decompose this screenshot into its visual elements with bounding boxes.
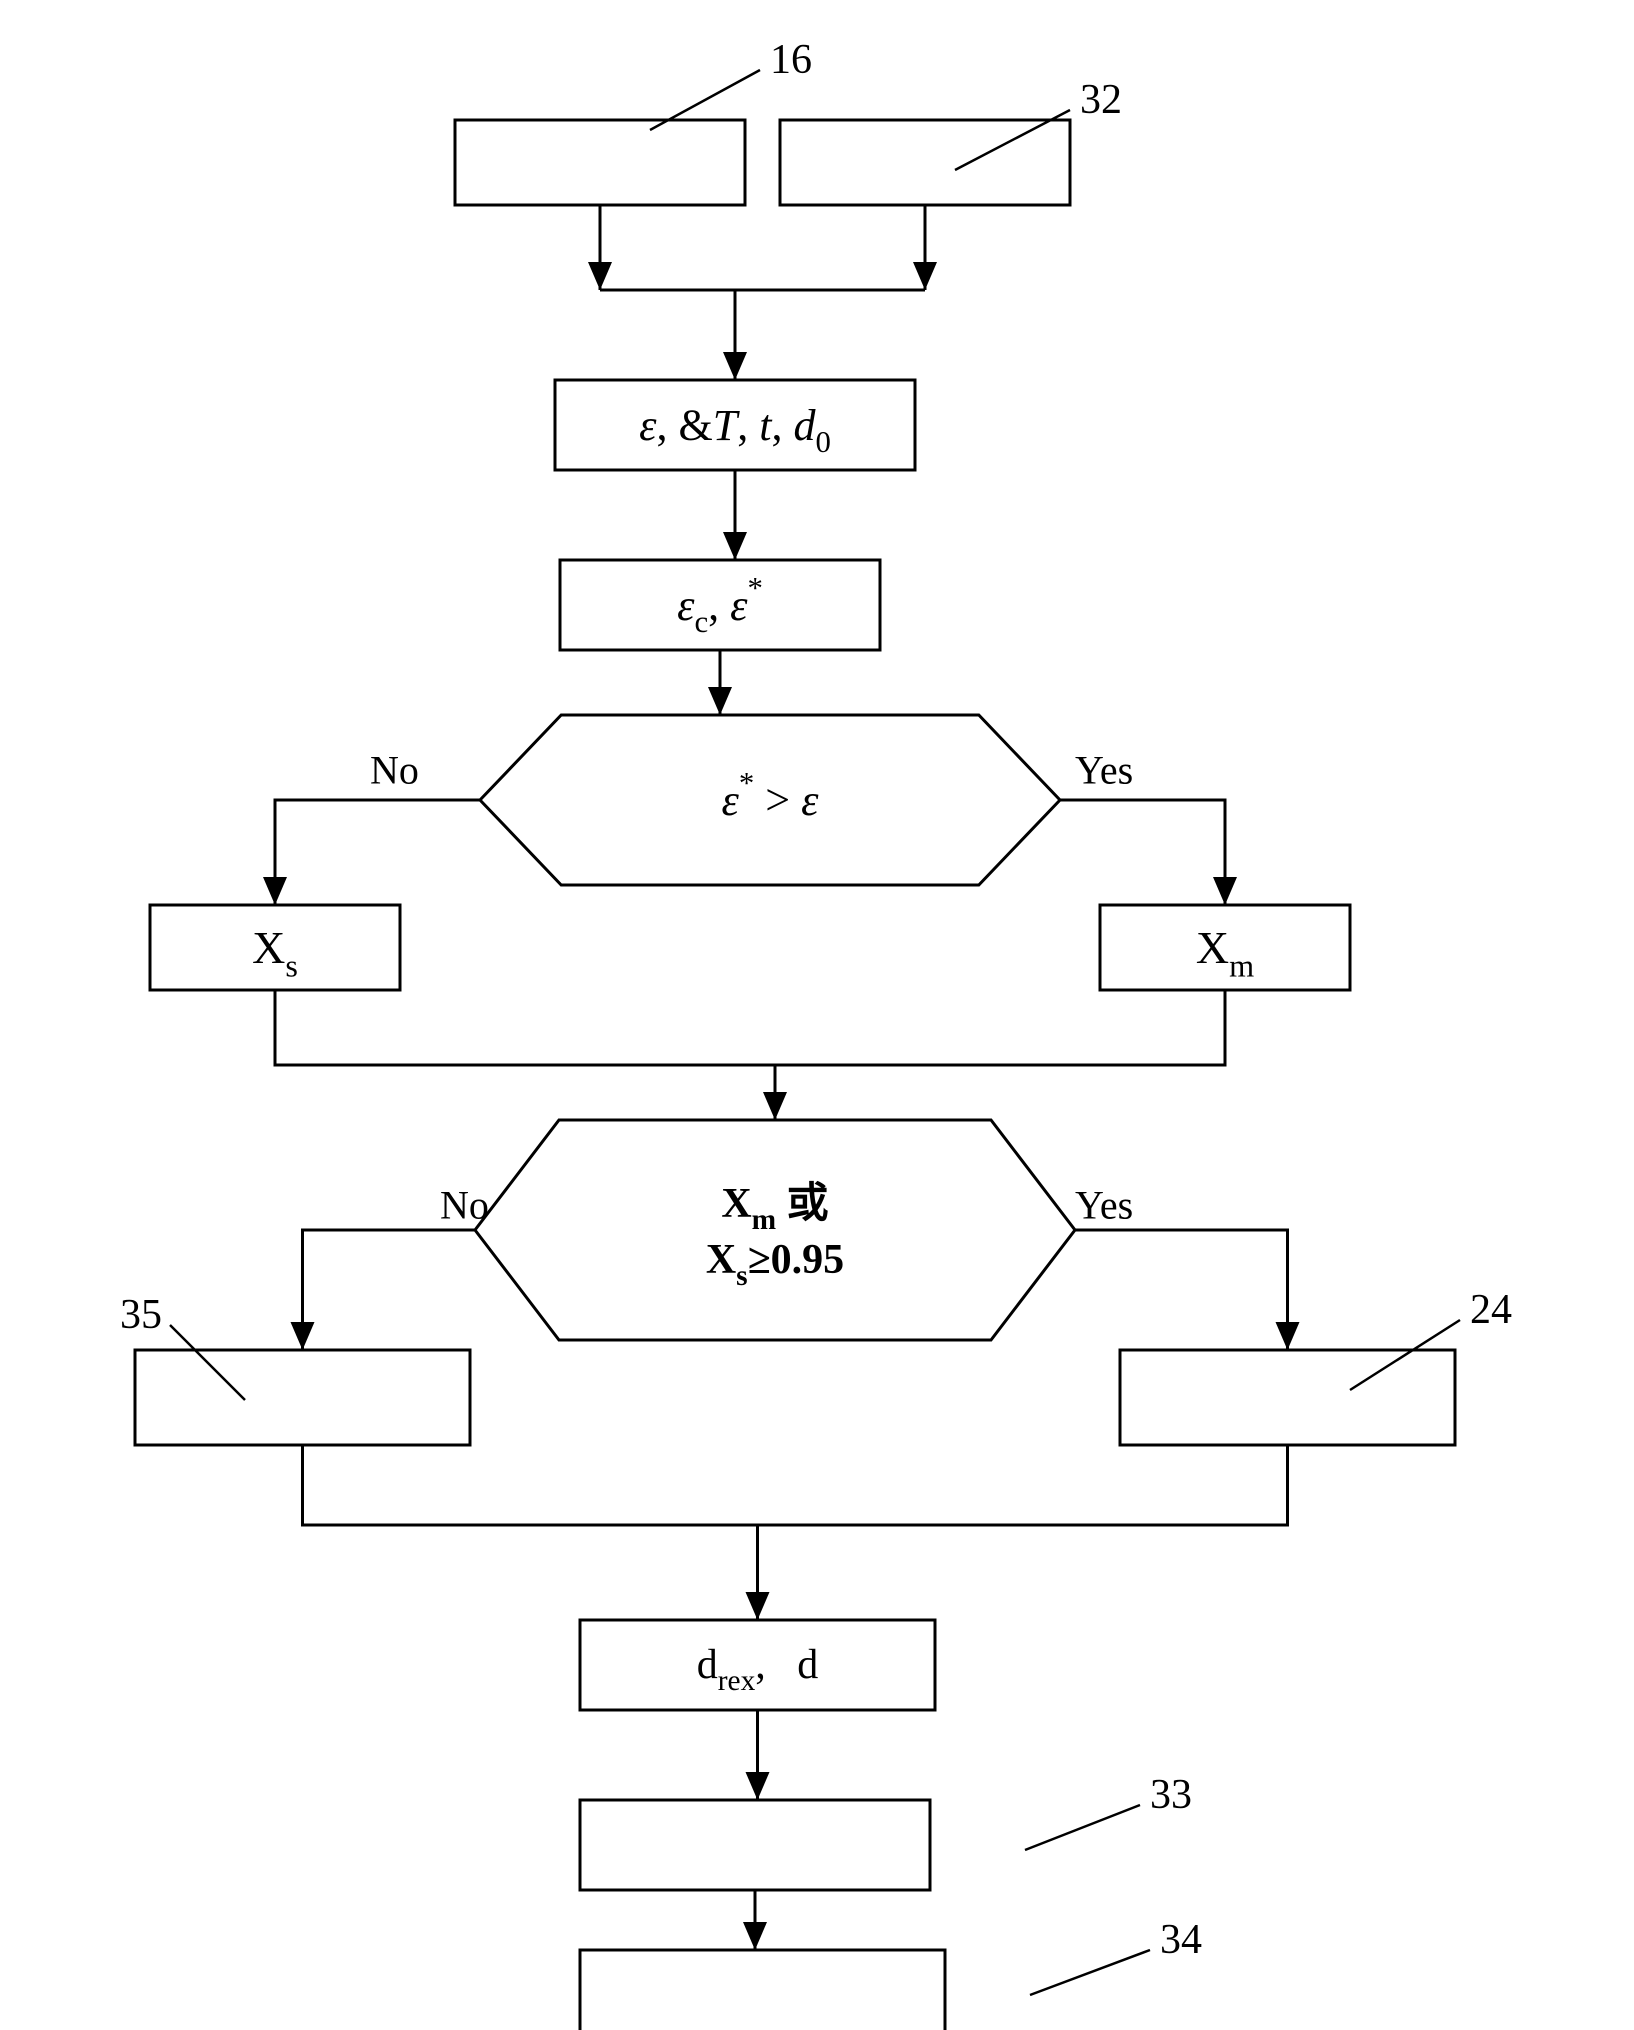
edge (775, 990, 1225, 1065)
arrowhead (723, 352, 747, 380)
label-yes-1: Yes (1075, 748, 1133, 793)
callout-c33: 33 (1150, 1772, 1192, 1818)
edge (1075, 1230, 1288, 1350)
edge (1030, 1950, 1150, 1995)
arrowhead (723, 532, 747, 560)
arrowhead (708, 687, 732, 715)
edge (303, 1230, 476, 1350)
callout-c32: 32 (1080, 77, 1122, 123)
box-24 (1120, 1350, 1455, 1445)
callout-c34: 34 (1160, 1917, 1202, 1963)
arrowhead (743, 1922, 767, 1950)
arrowhead (263, 877, 287, 905)
arrowhead (746, 1772, 770, 1800)
callout-c35: 35 (120, 1292, 162, 1338)
arrowhead (746, 1592, 770, 1620)
edge (275, 990, 775, 1065)
callout-c16: 16 (770, 37, 812, 83)
text-cmp1: ε* > ε (722, 766, 820, 825)
edge (303, 1445, 758, 1525)
edge (758, 1445, 1288, 1525)
box-34 (580, 1950, 945, 2030)
arrowhead (291, 1322, 315, 1350)
box-in-16 (455, 120, 745, 205)
label-no-2: No (440, 1183, 489, 1228)
arrowhead (1276, 1322, 1300, 1350)
box-33 (580, 1800, 930, 1890)
arrowhead (913, 262, 937, 290)
edge (1060, 800, 1225, 905)
arrowhead (763, 1092, 787, 1120)
callout-c24: 24 (1470, 1287, 1512, 1333)
edge (275, 800, 480, 905)
label-yes-3: Yes (1075, 1183, 1133, 1228)
arrowhead (588, 262, 612, 290)
arrowhead (1213, 877, 1237, 905)
edge (1025, 1805, 1140, 1850)
box-35 (135, 1350, 470, 1445)
label-no-0: No (370, 748, 419, 793)
